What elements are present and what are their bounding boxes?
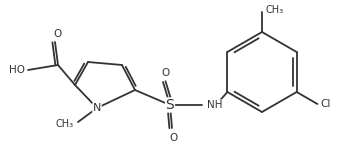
- Text: NH: NH: [207, 100, 222, 110]
- Text: N: N: [93, 103, 101, 113]
- Text: O: O: [161, 68, 169, 78]
- Text: O: O: [169, 133, 177, 143]
- Text: Cl: Cl: [321, 99, 331, 109]
- Text: CH₃: CH₃: [265, 5, 283, 15]
- Text: CH₃: CH₃: [56, 119, 74, 129]
- Text: HO: HO: [9, 65, 25, 75]
- Text: S: S: [166, 98, 174, 112]
- Text: O: O: [54, 29, 62, 39]
